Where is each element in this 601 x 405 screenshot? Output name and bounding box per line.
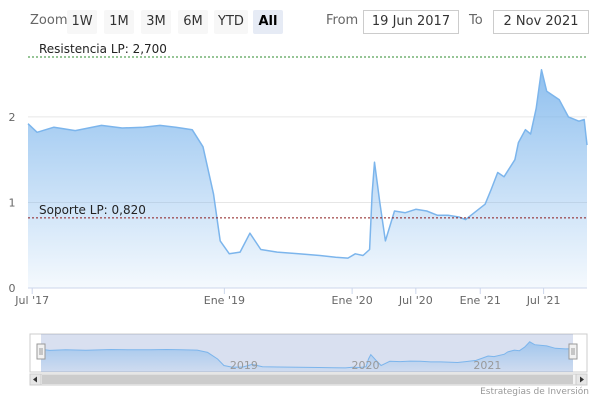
from-date-input[interactable]: 19 Jun 2017 xyxy=(363,10,459,34)
navigator-scrollbar[interactable] xyxy=(29,373,588,386)
navigator-year-label: 2020 xyxy=(351,359,379,372)
to-label: To xyxy=(469,13,483,28)
navigator-area xyxy=(41,341,573,372)
x-tick-label: Jul '17 xyxy=(14,294,49,307)
scrollbar-thumb xyxy=(42,375,573,384)
zoom-6m-button[interactable]: 6M xyxy=(178,10,208,34)
navigator-left-handle[interactable] xyxy=(36,343,46,360)
zoom-ytd-button[interactable]: YTD xyxy=(214,10,248,34)
series-area xyxy=(28,69,587,288)
credits-text[interactable]: Estrategias de Inversión xyxy=(480,387,589,397)
navigator-year-label: 2019 xyxy=(230,359,258,372)
zoom-all-button[interactable]: All xyxy=(253,10,283,34)
arrow-left-icon xyxy=(33,376,37,383)
range-selector: Zoom 1W 1M 3M 6M YTD All From 19 Jun 201… xyxy=(0,0,601,44)
x-tick-label: Jul '20 xyxy=(398,294,433,307)
y-tick-label: 0 xyxy=(9,282,16,295)
y-tick-label: 1 xyxy=(9,196,16,209)
to-date-input[interactable]: 2 Nov 2021 xyxy=(493,10,589,34)
arrow-right-icon xyxy=(580,376,584,383)
x-tick-label: Jul '21 xyxy=(526,294,561,307)
x-tick-label: Ene '19 xyxy=(204,294,245,307)
y-tick-label: 2 xyxy=(9,111,16,124)
x-tick-label: Ene '21 xyxy=(460,294,501,307)
x-tick-label: Ene '20 xyxy=(332,294,373,307)
handle-body xyxy=(568,343,578,360)
navigator-year-label: 2021 xyxy=(473,359,501,372)
series-line xyxy=(27,69,588,259)
resistance-label: Resistencia LP: 2,700 xyxy=(39,42,167,56)
handle-body xyxy=(36,343,46,360)
zoom-1w-button[interactable]: 1W xyxy=(67,10,97,34)
navigator-right-handle[interactable] xyxy=(568,343,578,360)
support-label: Soporte LP: 0,820 xyxy=(39,203,146,217)
navigator-line xyxy=(40,341,574,369)
from-label: From xyxy=(326,13,359,28)
zoom-label: Zoom xyxy=(30,13,68,28)
zoom-3m-button[interactable]: 3M xyxy=(141,10,171,34)
zoom-1m-button[interactable]: 1M xyxy=(104,10,134,34)
